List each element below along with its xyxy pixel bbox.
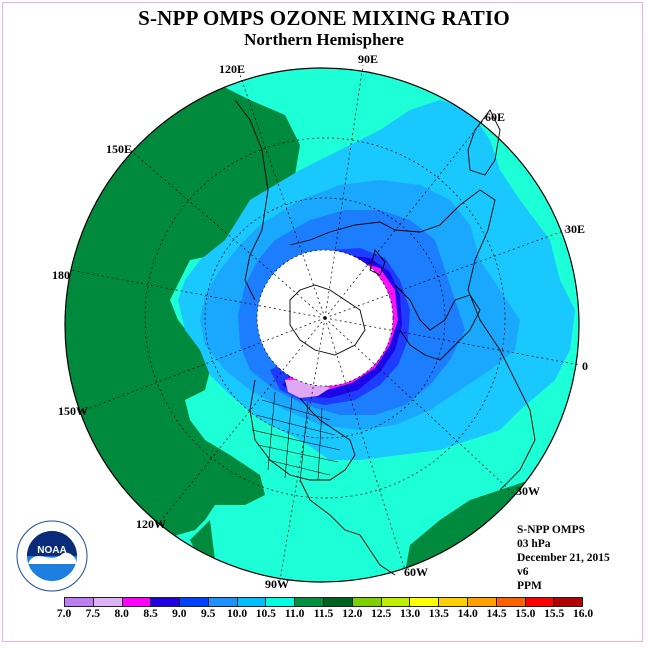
coastlines [234,99,536,576]
lon-label-60w: 60W [404,565,428,579]
logo-text: NOAA [37,545,66,556]
lon-label-150w: 150W [58,404,88,418]
colorbar-swatch [467,598,497,606]
colorbar-tick-label: 10.0 [226,608,248,620]
lon-label-90w: 90W [265,577,289,591]
colorbar-swatch [93,598,123,606]
colorbar-tick-label: 9.5 [200,608,216,620]
colorbar [64,597,583,607]
lon-label-150e: 150E [106,142,133,156]
lon-label-30e: 30E [565,222,586,236]
colorbar-swatch [525,598,555,606]
colorbar-tick-label: 7.5 [85,608,101,620]
colorbar-tick-label: 10.5 [255,608,276,620]
colorbar-swatch [381,598,411,606]
state-boundaries [251,391,341,483]
lon-label-60e: 60E [485,110,506,124]
colorbar-tick-label: 14.5 [486,608,507,620]
colorbar-swatch [151,598,181,606]
colorbar-swatch [208,598,238,606]
colorbar-swatch [554,598,583,606]
colorbar-tick-label: 15.5 [544,608,565,620]
colorbar-tick-label: 12.0 [342,608,363,620]
info-block: S-NPP OMPS 03 hPa December 21, 2015 v6 P… [517,523,610,593]
colorbar-tick-label: 11.5 [313,608,334,620]
colorbar-swatch [324,598,353,606]
lon-label-30w: 30W [516,484,540,498]
colorbar-swatch [65,598,94,606]
colorbar-swatch [266,598,296,606]
lon-label-120w: 120W [136,517,166,531]
map-subtitle: Northern Hemisphere [244,30,404,49]
colorbar-tick-label: 13.0 [399,608,421,620]
colorbar-tick-label: 9.0 [172,608,187,620]
units-label: PPM [517,580,542,592]
data-version: v6 [517,566,529,578]
colorbar-tick-label: 14.0 [457,608,478,620]
colorbar-swatch [295,598,325,606]
colorbar-tick-label: 13.5 [428,608,449,620]
pressure-level: 03 hPa [517,538,551,550]
colorbar-tick-label: 11.0 [284,608,305,620]
graticule [69,64,581,581]
lon-label-120e: 120E [219,62,246,76]
instrument-name: S-NPP OMPS [517,524,586,536]
lon-label-0: 0 [582,359,588,373]
colorbar-tick-label: 15.0 [515,608,536,620]
map-boundary [64,67,580,583]
region-11-5 [65,68,300,560]
colorbar-tick-label: 8.5 [143,608,158,620]
colorbar-swatch [352,598,382,606]
observation-date: December 21, 2015 [517,552,610,564]
colorbar-tick-label: 16.0 [572,608,594,620]
colorbar-swatch [237,598,267,606]
colorbar-swatch [410,598,440,606]
colorbar-swatch [496,598,526,606]
map-title: S-NPP OMPS OZONE MIXING RATIO [138,6,510,30]
lon-label-90e: 90E [358,52,379,66]
noaa-logo: NOAA [16,520,88,592]
lon-label-180: 180 [52,268,70,282]
colorbar-swatch [122,598,152,606]
colorbar-ticks: 7.0 7.5 8.0 8.5 9.0 9.5 10.0 10.5 11.0 11.5 12.0 12… [57,608,593,622]
colorbar-tick-label: 12.5 [371,608,392,620]
figure-frame [2,2,643,642]
colorbar-swatch [180,598,209,606]
colorbar-swatch [439,598,468,606]
colorbar-tick-label: 7.0 [56,608,72,620]
colorbar-tick-label: 8.0 [114,608,129,620]
